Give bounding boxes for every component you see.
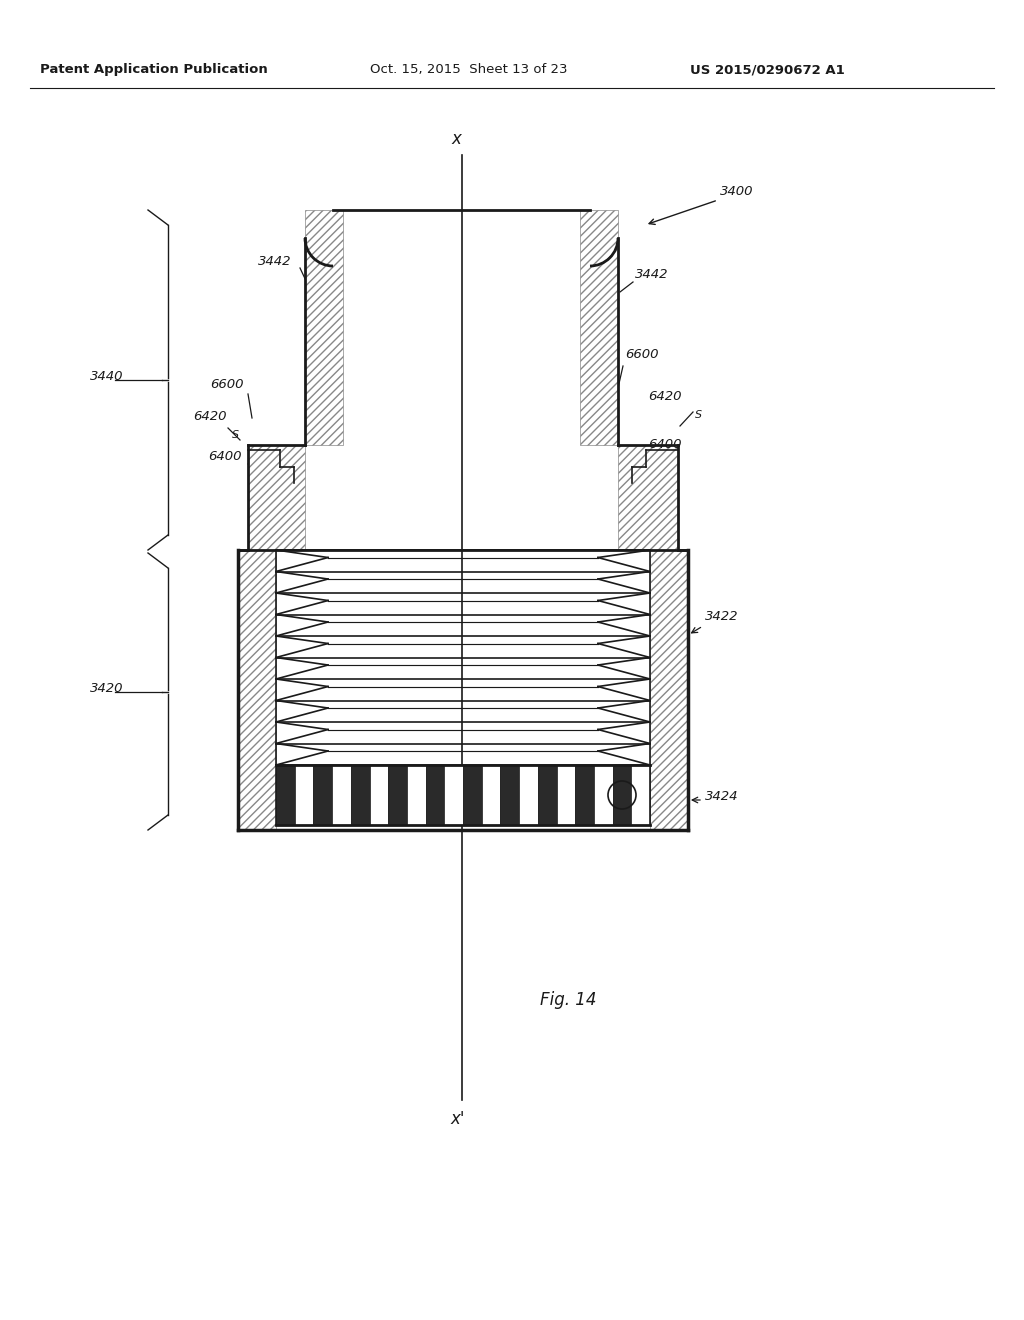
Text: 3442: 3442 — [258, 255, 292, 268]
Text: 3440: 3440 — [90, 370, 124, 383]
Bar — [351, 766, 370, 825]
Bar — [407, 766, 426, 825]
Text: 6600: 6600 — [210, 378, 244, 391]
Text: Fig. 14: Fig. 14 — [540, 991, 597, 1008]
Text: x: x — [451, 129, 461, 148]
Bar — [332, 766, 351, 825]
Bar — [580, 210, 618, 445]
Text: 6420: 6420 — [193, 411, 226, 422]
Bar — [444, 766, 463, 825]
Bar — [370, 766, 388, 825]
Bar — [556, 766, 575, 825]
Text: S: S — [695, 411, 702, 420]
Bar — [501, 766, 519, 825]
Bar — [519, 766, 538, 825]
Text: x': x' — [451, 1110, 465, 1129]
Text: Oct. 15, 2015  Sheet 13 of 23: Oct. 15, 2015 Sheet 13 of 23 — [370, 63, 567, 77]
Text: 6400: 6400 — [208, 450, 242, 463]
Bar — [612, 766, 632, 825]
Bar — [426, 766, 444, 825]
Bar — [295, 766, 313, 825]
Bar — [632, 766, 650, 825]
Bar — [575, 766, 594, 825]
Text: US 2015/0290672 A1: US 2015/0290672 A1 — [690, 63, 845, 77]
Bar — [248, 445, 305, 550]
Text: S: S — [232, 430, 240, 440]
Text: 6420: 6420 — [648, 389, 682, 403]
Bar — [618, 445, 678, 550]
Text: 3442: 3442 — [635, 268, 669, 281]
Bar — [388, 766, 407, 825]
Bar — [463, 766, 481, 825]
Text: 6400: 6400 — [648, 438, 682, 451]
Bar — [276, 766, 295, 825]
Bar — [538, 766, 556, 825]
Bar — [313, 766, 332, 825]
Text: 3424: 3424 — [705, 789, 738, 803]
Bar — [305, 210, 343, 445]
Text: 3400: 3400 — [720, 185, 754, 198]
Bar — [481, 766, 501, 825]
Text: Patent Application Publication: Patent Application Publication — [40, 63, 267, 77]
Bar — [650, 550, 688, 830]
Text: 3422: 3422 — [705, 610, 738, 623]
Bar — [594, 766, 612, 825]
Bar — [238, 550, 276, 830]
Text: 6600: 6600 — [625, 348, 658, 360]
Text: 3420: 3420 — [90, 681, 124, 694]
